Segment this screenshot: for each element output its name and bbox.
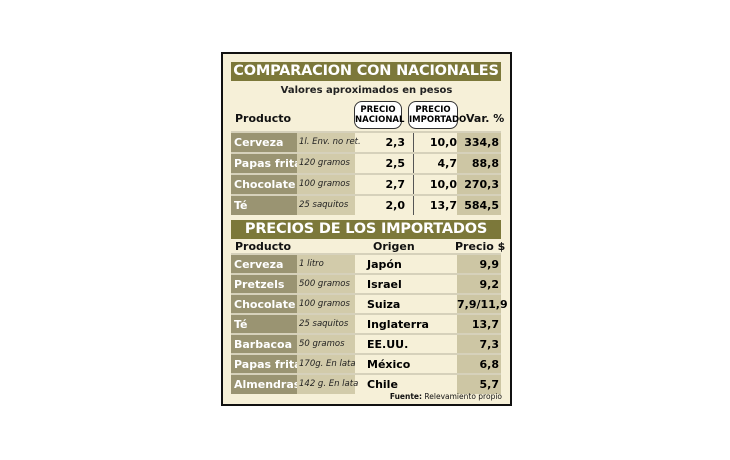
table-row: Cerveza 1l. Env. no ret. 2,3 10,0 334,8 — [231, 131, 501, 152]
product-name: Té — [231, 315, 297, 334]
table-row: Papas fritas 120 gramos 2,5 4,7 88,8 — [231, 152, 501, 173]
product-name: Papas fritas — [231, 355, 308, 374]
price: 7,3 — [457, 335, 501, 354]
product-description: 100 gramos — [297, 295, 355, 314]
origin-country: Inglaterra — [367, 318, 429, 331]
header-producto-2: Producto — [235, 240, 292, 253]
price-importado: 13,7 — [413, 196, 465, 215]
price: 9,2 — [457, 275, 501, 294]
header-var: Var. % — [466, 112, 505, 125]
price-comparison-card: COMPARACION CON NACIONALES Valores aprox… — [221, 52, 512, 406]
variation-percent: 270,3 — [457, 175, 501, 194]
header-producto: Producto — [235, 112, 292, 125]
product-name: Almendras — [231, 375, 300, 394]
origin-country: EE.UU. — [367, 338, 409, 351]
origin-country: Japón — [367, 258, 402, 271]
product-description: 100 gramos — [297, 175, 355, 194]
price-nacional: 2,3 — [385, 136, 406, 149]
price: 9,9 — [457, 255, 501, 274]
price-nacional: 2,0 — [385, 199, 406, 212]
origin-country: Israel — [367, 278, 402, 291]
source-label: Fuente: — [389, 392, 423, 401]
price: 7,9/11,9 — [457, 295, 508, 314]
table-row: Barbacoa 50 gramos EE.UU. 7,3 — [231, 333, 501, 354]
source-text: Relevamiento propio — [424, 392, 502, 401]
product-name: Chocolate — [231, 295, 297, 314]
product-name: Chocolate — [231, 175, 297, 194]
product-description: 50 gramos — [297, 335, 355, 354]
table-row: Pretzels 500 gramos Israel 9,2 — [231, 273, 501, 294]
price-importado: 10,0 — [413, 133, 465, 152]
table-row: Chocolate 100 gramos Suiza 7,9/11,9 — [231, 293, 508, 314]
price-importado: 10,0 — [413, 175, 465, 194]
header-precio-nacional: PRECIO NACIONAL — [354, 101, 404, 129]
table-row: Chocolate 100 gramos 2,7 10,0 270,3 — [231, 173, 501, 194]
table-row: Té 25 saquitos Inglaterra 13,7 — [231, 313, 501, 334]
table-row: Té 25 saquitos 2,0 13,7 584,5 — [231, 194, 501, 215]
header-origen: Origen — [373, 240, 415, 253]
price: 13,7 — [457, 315, 501, 334]
variation-percent: 334,8 — [457, 133, 501, 152]
product-description: 500 gramos — [297, 275, 355, 294]
product-description: 25 saquitos — [297, 315, 355, 334]
header-precio-importado: PRECIO IMPORTADO — [408, 101, 466, 129]
product-name: Té — [231, 196, 297, 215]
price: 5,7 — [457, 375, 501, 394]
product-description: 170g. En lata — [297, 355, 356, 374]
section1-title: COMPARACION CON NACIONALES — [231, 62, 501, 81]
header-precio: Precio $ — [455, 240, 506, 253]
origin-country: Suiza — [367, 298, 401, 311]
origin-country: Chile — [367, 378, 398, 391]
table-row: Papas fritas 170g. En lata México 6,8 — [231, 353, 501, 374]
price-importado: 4,7 — [413, 154, 465, 173]
product-name: Pretzels — [231, 275, 297, 294]
product-description: 1 litro — [297, 255, 355, 274]
product-description: 142 g. En lata — [297, 375, 358, 394]
variation-percent: 88,8 — [457, 154, 501, 173]
price-nacional: 2,5 — [385, 157, 406, 170]
table-row: Almendras 142 g. En lata Chile 5,7 — [231, 373, 501, 394]
origin-country: México — [367, 358, 411, 371]
product-description: 25 saquitos — [297, 196, 355, 215]
product-name: Papas fritas — [231, 154, 308, 173]
section2-title: PRECIOS DE LOS IMPORTADOS — [231, 220, 501, 239]
price-nacional: 2,7 — [385, 178, 406, 191]
product-name: Barbacoa — [231, 335, 297, 354]
table-row: Cerveza 1 litro Japón 9,9 — [231, 253, 501, 274]
product-name: Cerveza — [231, 133, 297, 152]
product-name: Cerveza — [231, 255, 297, 274]
section1-subtitle: Valores aproximados en pesos — [280, 85, 453, 96]
product-description: 120 gramos — [297, 154, 355, 173]
price: 6,8 — [457, 355, 501, 374]
variation-percent: 584,5 — [457, 196, 501, 215]
source-note: Fuente: Relevamiento propio — [390, 392, 502, 401]
product-description: 1l. Env. no ret. — [297, 133, 361, 152]
